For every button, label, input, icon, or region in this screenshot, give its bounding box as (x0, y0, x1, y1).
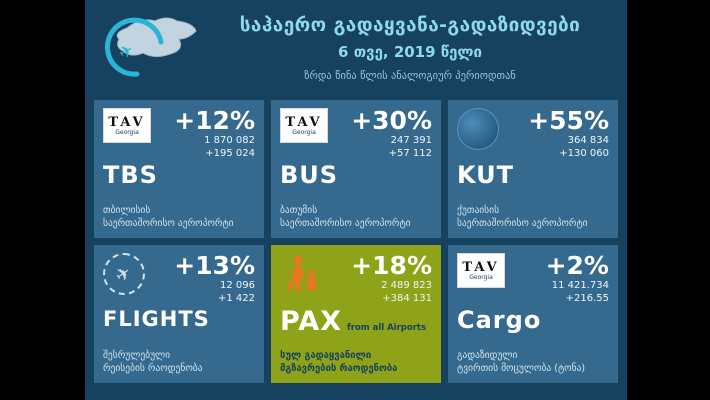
stats-grid: TAV Georgia +12% 1 870 082 +195 024 TBS … (85, 92, 627, 392)
tav-logo-subtext: Georgia (469, 273, 493, 281)
stat-card-pax: +18% 2 489 823 +384 131 PAX from all Air… (271, 245, 441, 383)
metric-code: PAX (280, 306, 343, 337)
metric-code-subtext: from all Airports (347, 323, 427, 333)
airport-code: BUS (280, 161, 339, 189)
total-value: 247 391 (390, 135, 432, 146)
change-value: +57 112 (388, 148, 432, 159)
card-description: ბათუმის საერთაშორისო აეროპორტი (280, 205, 432, 230)
total-value: 364 834 (567, 135, 609, 146)
airport-code: KUT (457, 161, 515, 189)
title-block: საჰაერო გადაყვანა-გადაზიდვები 6 თვე, 201… (205, 8, 615, 82)
card-description: გადაზიდული ტვირთის მოცულობა (ტონა) (457, 350, 609, 375)
tav-logo-text: TAV (108, 114, 146, 130)
growth-percent: +30% (351, 106, 432, 135)
page-title: საჰაერო გადაყვანა-გადაზიდვები (239, 14, 581, 36)
tav-logo-text: TAV (462, 259, 500, 275)
description-line1: თბილისის (103, 205, 151, 217)
description-line1: გადაზიდული (457, 350, 518, 362)
description-line1: ბათუმის (280, 205, 318, 217)
description-line2: მგზავრების რაოდენობა (280, 362, 398, 374)
total-value: 11 421.734 (551, 280, 609, 291)
description-line2: საერთაშორისო აეროპორტი (457, 217, 588, 229)
description-line1: ქუთაისის (457, 205, 500, 217)
stat-card-flights: ✈ +13% 12 096 +1 422 FLIGHTS შესრულებული… (94, 245, 264, 383)
change-value: +384 131 (382, 293, 432, 304)
description-line2: ტვირთის მოცულობა (ტონა) (457, 362, 586, 374)
description-line1: სულ გადაყვანილი (280, 350, 372, 362)
comparison-note: ზრდა წინა წლის ანალოგიურ პერიოდთან (304, 70, 516, 82)
description-line2: რეისების რაოდენობა (103, 362, 203, 374)
airplane-orbit-icon: ✈ (103, 253, 145, 295)
tav-georgia-logo: TAV Georgia (103, 108, 151, 143)
page-subtitle: 6 თვე, 2019 წელი (338, 43, 482, 61)
tav-logo-text: TAV (285, 114, 323, 130)
stat-card-tbs: TAV Georgia +12% 1 870 082 +195 024 TBS … (94, 100, 264, 238)
stat-card-cargo: TAV Georgia +2% 11 421.734 +216.55 Cargo… (448, 245, 618, 383)
change-value: +1 422 (217, 293, 255, 304)
tav-logo-subtext: Georgia (115, 128, 139, 136)
stat-card-kut: +55% 364 834 +130 060 KUT ქუთაისის საერთ… (448, 100, 618, 238)
metric-code: FLIGHTS (103, 307, 210, 331)
infographic-panel: ✈ საჰაერო გადაყვანა-გადაზიდვები 6 თვე, 2… (85, 0, 627, 400)
tav-logo-subtext: Georgia (292, 128, 316, 136)
growth-percent: +13% (174, 251, 255, 280)
growth-percent: +2% (545, 251, 609, 280)
change-value: +216.55 (565, 293, 609, 304)
kutaisi-airport-logo (457, 108, 499, 150)
growth-percent: +18% (351, 251, 432, 280)
change-value: +195 024 (205, 148, 255, 159)
stat-card-bus: TAV Georgia +30% 247 391 +57 112 BUS ბათ… (271, 100, 441, 238)
description-line1: შესრულებული (103, 350, 171, 362)
tav-georgia-logo: TAV Georgia (457, 253, 505, 288)
change-value: +130 060 (559, 148, 609, 159)
georgia-map-graphic: ✈ (105, 17, 197, 77)
total-value: 1 870 082 (204, 135, 255, 146)
airplane-glyph: ✈ (111, 261, 137, 287)
growth-percent: +55% (528, 106, 609, 135)
airport-code: TBS (103, 161, 158, 189)
description-line2: საერთაშორისო აეროპორტი (103, 217, 234, 229)
metric-code: Cargo (457, 306, 542, 334)
card-description: ქუთაისის საერთაშორისო აეროპორტი (457, 205, 609, 230)
georgia-map: ✈ (93, 8, 205, 90)
card-description: სულ გადაყვანილი მგზავრების რაოდენობა (280, 350, 432, 375)
total-value: 2 489 823 (381, 280, 432, 291)
description-line2: საერთაშორისო აეროპორტი (280, 217, 411, 229)
passenger-with-luggage-icon (287, 255, 316, 291)
header: ✈ საჰაერო გადაყვანა-გადაზიდვები 6 თვე, 2… (85, 0, 627, 92)
tav-georgia-logo: TAV Georgia (280, 108, 328, 143)
card-description: შესრულებული რეისების რაოდენობა (103, 350, 255, 375)
total-value: 12 096 (220, 280, 255, 291)
card-description: თბილისის საერთაშორისო აეროპორტი (103, 205, 255, 230)
growth-percent: +12% (174, 106, 255, 135)
